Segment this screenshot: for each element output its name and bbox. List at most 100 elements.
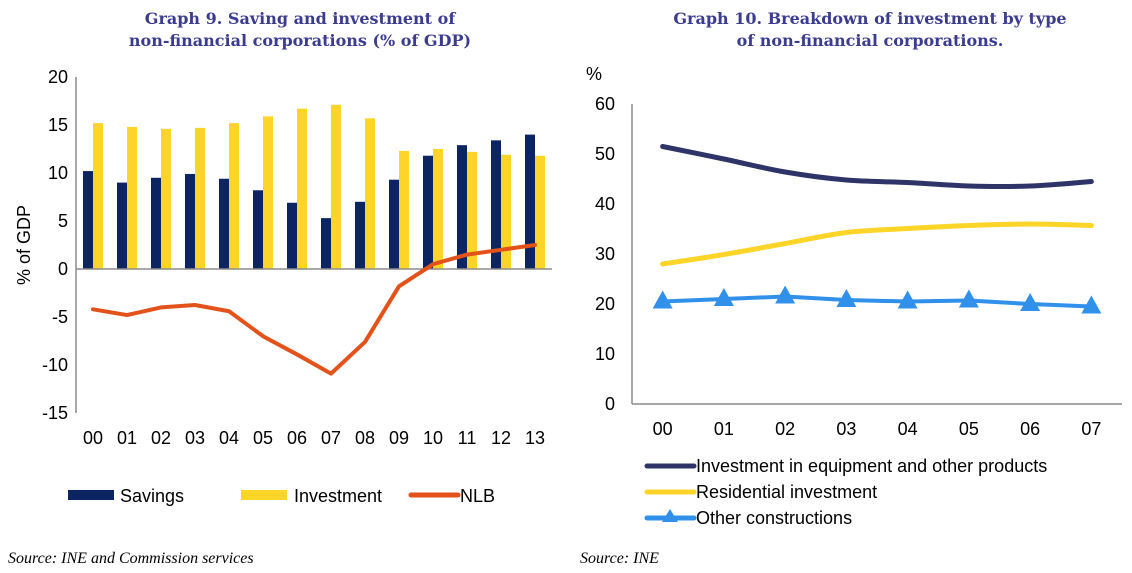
graph-9-title-line-1: Graph 9. Saving and investment of [144,9,456,28]
y-tick-label: 20 [595,294,615,314]
graph-10-source: Source: INE [580,550,659,567]
savings-bar [525,134,535,269]
x-tick-label: 02 [775,419,795,439]
investment-bar [331,104,341,269]
savings-bar [457,145,467,269]
triangle-marker [958,289,979,308]
legend-residential-label: Residential investment [696,482,877,502]
savings-bar [83,171,93,269]
graph-9-title: Graph 9. Saving and investment of non-fi… [40,8,560,52]
legend-savings-swatch [68,490,114,500]
y-tick-label: -15 [42,403,68,423]
y-tick-label: -5 [52,307,68,327]
savings-bar [151,177,161,269]
legend-other-constructions-label: Other constructions [696,508,852,528]
x-tick-label: 03 [836,419,856,439]
triangle-marker [1081,295,1102,314]
investment-bar [433,149,443,269]
savings-bar [355,201,365,269]
x-tick-label: 12 [491,428,511,448]
x-tick-label: 03 [185,428,205,448]
x-tick-label: 08 [355,428,375,448]
x-tick-label: 00 [653,419,673,439]
investment-bar [93,123,103,269]
x-tick-label: 01 [714,419,734,439]
legend-investment-label: Investment [294,486,382,506]
nlb-line [91,243,537,376]
legend-equipment-label: Investment in equipment and other produc… [696,456,1047,476]
investment-bar [535,155,545,269]
triangle-marker [713,288,734,306]
graph-9-title-line-2: non-financial corporations (% of GDP) [128,31,472,50]
investment-bar [297,108,307,270]
x-tick-label: 01 [117,428,137,448]
y-tick-label: 0 [58,259,68,279]
y-tick-label: 10 [595,344,615,364]
y-tick-label: 40 [595,194,615,214]
savings-bar [117,182,127,269]
y-axis-unit-label: % [586,64,602,84]
other-constructions-line [662,294,1092,309]
savings-bar [389,179,399,269]
triangle-marker [652,290,673,309]
savings-bar [219,178,229,269]
graph-10-title-line-1: Graph 10. Breakdown of investment by typ… [673,9,1067,28]
y-tick-label: 0 [605,394,615,414]
x-tick-label: 11 [458,428,477,448]
legend-nlb-label: NLB [460,486,495,506]
y-tick-label: 15 [48,115,68,135]
investment-bar [467,151,477,269]
graph-9-panel: Graph 9. Saving and investment of non-fi… [8,8,560,567]
savings-bar [321,218,331,269]
savings-bar [423,155,433,269]
x-tick-label: 07 [321,428,341,448]
x-tick-label: 06 [1020,419,1040,439]
savings-bar [491,140,501,269]
y-tick-label: 30 [595,244,615,264]
legend-investment-swatch [241,490,287,500]
y-tick-label: -10 [42,355,68,375]
graph-10-title-line-2: of non-financial corporations. [736,31,1004,50]
equipment-investment-line [660,144,1094,189]
triangle-marker [775,285,796,304]
x-tick-label: 06 [287,428,307,448]
investment-bar [501,154,511,269]
y-axis-title: % of GDP [14,205,34,285]
investment-bar [399,150,409,269]
legend-other-constructions-marker [662,509,678,522]
triangle-marker [836,289,857,307]
y-tick-label: 60 [595,94,615,114]
x-tick-label: 10 [423,428,443,448]
investment-bar [263,116,273,269]
graph-10-panel: Graph 10. Breakdown of investment by typ… [566,0,1132,573]
savings-bar [287,202,297,269]
x-tick-label: 02 [151,428,171,448]
x-tick-label: 04 [219,428,239,448]
savings-bar [253,190,263,269]
investment-bar [161,128,171,269]
y-tick-label: 10 [48,163,68,183]
x-tick-label: 07 [1081,419,1101,439]
x-tick-label: 05 [253,428,273,448]
investment-bar [127,126,137,269]
y-tick-label: 50 [595,144,615,164]
savings-bar [185,173,195,269]
investment-bar [229,123,239,269]
triangle-marker [897,290,918,309]
legend-savings-label: Savings [120,486,184,506]
x-tick-label: 04 [898,419,918,439]
y-tick-label: 20 [48,67,68,87]
x-tick-label: 05 [959,419,979,439]
graph-9-source: Source: INE and Commission services [8,550,254,567]
x-tick-label: 13 [525,428,545,448]
y-tick-label: 5 [58,211,68,231]
x-tick-label: 09 [389,428,409,448]
investment-bar [365,118,375,269]
residential-investment-line [660,221,1094,267]
triangle-marker [1020,293,1041,311]
graph-10-title: Graph 10. Breakdown of investment by typ… [606,8,1132,52]
graph-9-chart: 20 15 10 5 0 -5 -10 -15 % of GDP 00 01 02 03 04 05 06 07… [14,67,552,506]
x-tick-label: 00 [83,428,103,448]
investment-bar [195,127,205,269]
